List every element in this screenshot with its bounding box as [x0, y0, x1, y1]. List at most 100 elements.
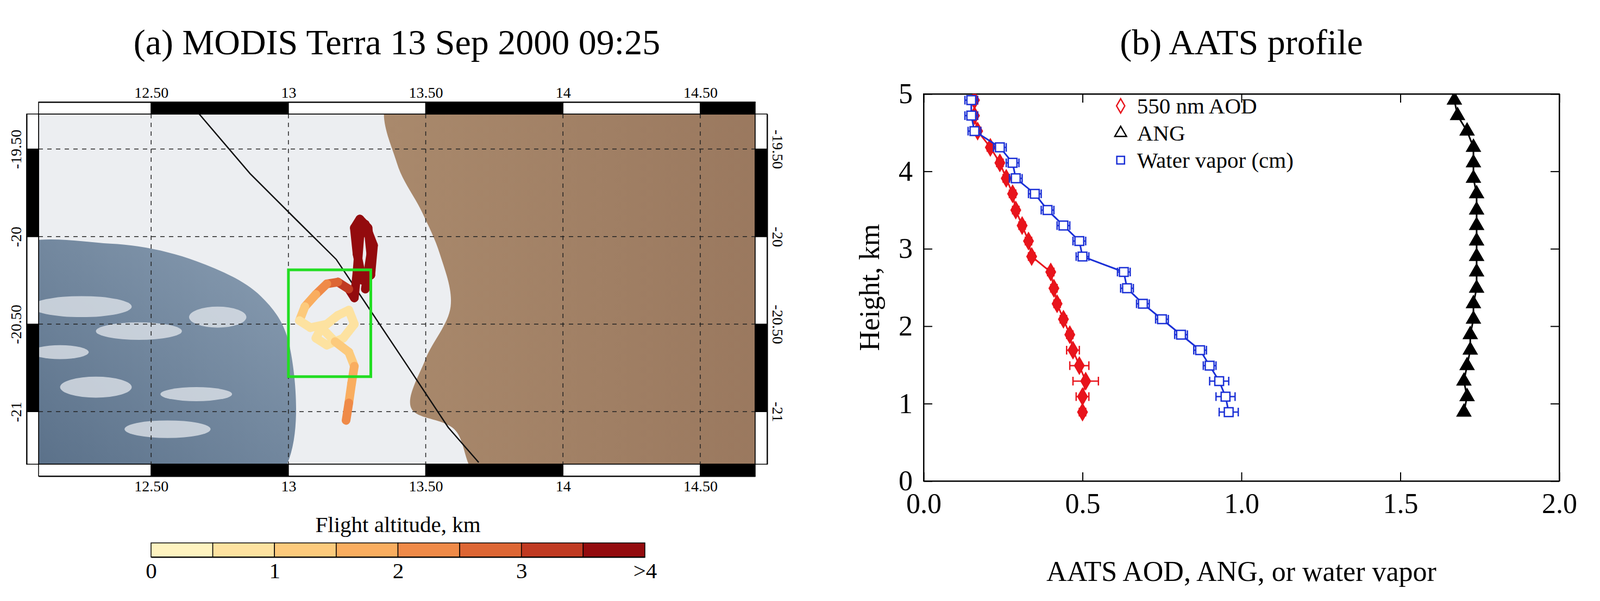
cloud-patch [38, 296, 132, 318]
series-marker [1030, 189, 1040, 199]
map-y-axis-left: -21-20.50-20-19.50 [7, 114, 28, 466]
cloud-patch [160, 387, 232, 402]
series-marker [1043, 205, 1052, 215]
map-x-axis-top-line [39, 102, 756, 104]
series-marker [1221, 392, 1231, 402]
y-axis-tick-label: 4 [898, 155, 913, 187]
error-bar [964, 95, 978, 105]
x-axis: 0.00.51.01.52.0 [906, 472, 1578, 520]
map-y-axis-right-tick: -20 [767, 227, 787, 248]
map-border-segment [755, 411, 768, 465]
series-marker [1017, 217, 1027, 234]
y-axis-tick-label: 3 [898, 233, 913, 265]
y-axis-right-tick [1550, 248, 1560, 250]
series-marker [1138, 299, 1148, 309]
cloud-patch [124, 420, 211, 438]
map-x-axis-top: 12.501313.501414.50 [39, 84, 756, 103]
series-marker [1457, 373, 1471, 386]
y-axis-tick-label: 2 [898, 310, 913, 342]
x-axis-top-tick-mark [1400, 93, 1402, 103]
series-marker [967, 95, 976, 105]
map-border-segment [38, 464, 152, 477]
colorbar-axis-tick: 1 [269, 557, 281, 584]
map-y-axis-left-tick: -20 [7, 227, 27, 248]
map-grid-line [150, 114, 152, 465]
error-bar [1117, 267, 1131, 277]
map-grid [38, 114, 756, 465]
map-border-segment [700, 102, 756, 115]
error-bar [1193, 346, 1207, 355]
series-marker [1470, 202, 1484, 215]
x-axis-top-tick-mark [1082, 93, 1084, 103]
series-marker [1460, 358, 1474, 370]
series-marker [1058, 221, 1068, 230]
coastline [199, 114, 479, 463]
map-grid-line [425, 114, 427, 465]
y-axis-tick-mark [923, 325, 933, 328]
legend-symbol [1117, 156, 1125, 165]
error-bar [1209, 377, 1229, 386]
map-x-axis-top-tick-label: 12.50 [134, 84, 169, 102]
series-marker [1122, 284, 1132, 293]
y-axis-tick: 1 [898, 388, 933, 420]
series-marker [1451, 108, 1465, 120]
series-marker [1052, 295, 1062, 312]
error-bar [1174, 330, 1188, 340]
colorbar-bin [151, 543, 213, 558]
error-bar [1040, 205, 1054, 215]
error-bar [1136, 299, 1150, 309]
series-marker [1077, 252, 1087, 261]
y-axis-tick-label: 1 [898, 388, 913, 420]
series-marker [1466, 311, 1481, 324]
map-x-axis-top-tick: 14 [555, 84, 572, 103]
map-x-axis-bottom-tick: 13 [280, 476, 297, 495]
map-y-axis-left-tick-label: -21 [7, 402, 25, 423]
colorbar-axis-tick-label: 1 [269, 558, 281, 584]
y-axis-right-tick [1550, 171, 1560, 173]
error-bar [964, 111, 978, 121]
y-axis-tick-label: 0 [898, 465, 913, 497]
map-x-axis-bottom-tick-label: 13.50 [409, 478, 444, 495]
y-axis-title: Height, km [854, 224, 886, 352]
x-axis-tick: 1.5 [1383, 472, 1419, 520]
map-y-axis-right-tick-label: -20.50 [769, 304, 787, 344]
colorbar-axis-tick: 3 [516, 557, 528, 584]
series-marker [1470, 233, 1484, 246]
map-x-axis-top-tick: 13.50 [409, 84, 444, 103]
flight-track-segment [356, 236, 360, 273]
map-y-axis-right-tick-label: -21 [769, 402, 787, 423]
series-marker [995, 154, 1005, 172]
map-y-axis-left-tick-label: -20.50 [7, 304, 25, 344]
cloud-patch [60, 377, 133, 399]
map-x-axis-top-tick: 13 [280, 84, 297, 103]
series-marker [1470, 248, 1484, 261]
map-border-segment [755, 149, 768, 237]
y-axis-right [1550, 94, 1560, 482]
map-imagery [38, 114, 756, 465]
x-axis-tick: 0.5 [1065, 472, 1101, 520]
x-axis-tick-label: 1.5 [1383, 488, 1419, 520]
map-x-axis-top-tick: 12.50 [134, 84, 169, 103]
colorbar-title: Flight altitude, km [315, 512, 481, 538]
series-2 [964, 95, 1239, 417]
series-marker [1470, 217, 1484, 230]
series-marker [1077, 388, 1088, 406]
colorbar-axis-tick: 2 [392, 557, 405, 584]
y-axis-right-tick-mark [1550, 325, 1560, 328]
map-y-axis-right-tick: -21 [767, 402, 787, 423]
colorbar-bin [336, 543, 399, 558]
x-axis-tick-mark [1082, 472, 1084, 482]
y-axis: 012345 [898, 78, 933, 497]
map-marks [199, 114, 479, 463]
map-x-axis-bottom-tick: 14 [555, 476, 572, 495]
y-axis-right-tick [1550, 326, 1560, 328]
flight-track-segment [346, 403, 349, 421]
colorbar-axis: 0123>4 [145, 557, 657, 584]
map-border-segment [288, 102, 426, 115]
map-grid-line [38, 411, 756, 413]
map-border-segment [700, 464, 756, 477]
map-y-axis-left-tick: -20.50 [7, 304, 27, 344]
error-bar [1009, 173, 1022, 183]
map-y-axis-right-line [767, 114, 769, 466]
map-border-segment [288, 464, 426, 477]
